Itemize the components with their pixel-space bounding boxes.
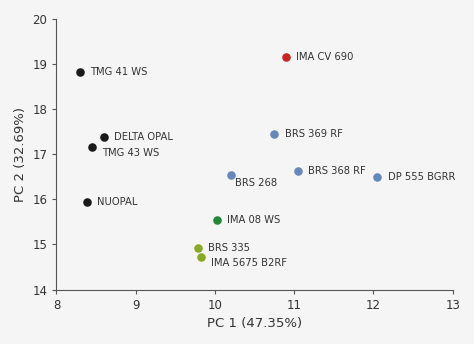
Point [374,174,381,180]
Text: BRS 335: BRS 335 [208,243,250,252]
Point [197,254,204,260]
Text: BRS 368 RF: BRS 368 RF [309,166,366,176]
Text: DP 555 BGRR: DP 555 BGRR [388,172,455,182]
Text: DELTA OPAL: DELTA OPAL [114,132,173,142]
Text: IMA CV 690: IMA CV 690 [296,52,353,62]
Text: BRS 268: BRS 268 [235,178,277,187]
Point [271,131,278,137]
Text: TMG 43 WS: TMG 43 WS [102,148,160,158]
Point [88,145,96,150]
Text: IMA 5675 B2RF: IMA 5675 B2RF [211,258,287,268]
Point [100,134,108,140]
Text: NUOPAL: NUOPAL [97,196,137,206]
X-axis label: PC 1 (47.35%): PC 1 (47.35%) [207,317,302,330]
Point [76,69,84,75]
Point [227,172,235,177]
Point [83,199,91,204]
Y-axis label: PC 2 (32.69%): PC 2 (32.69%) [14,107,27,202]
Point [294,169,302,174]
Point [283,54,290,60]
Point [213,217,220,222]
Text: TMG 41 WS: TMG 41 WS [91,67,148,77]
Point [194,245,201,250]
Text: IMA 08 WS: IMA 08 WS [227,215,280,225]
Text: BRS 369 RF: BRS 369 RF [285,129,343,139]
